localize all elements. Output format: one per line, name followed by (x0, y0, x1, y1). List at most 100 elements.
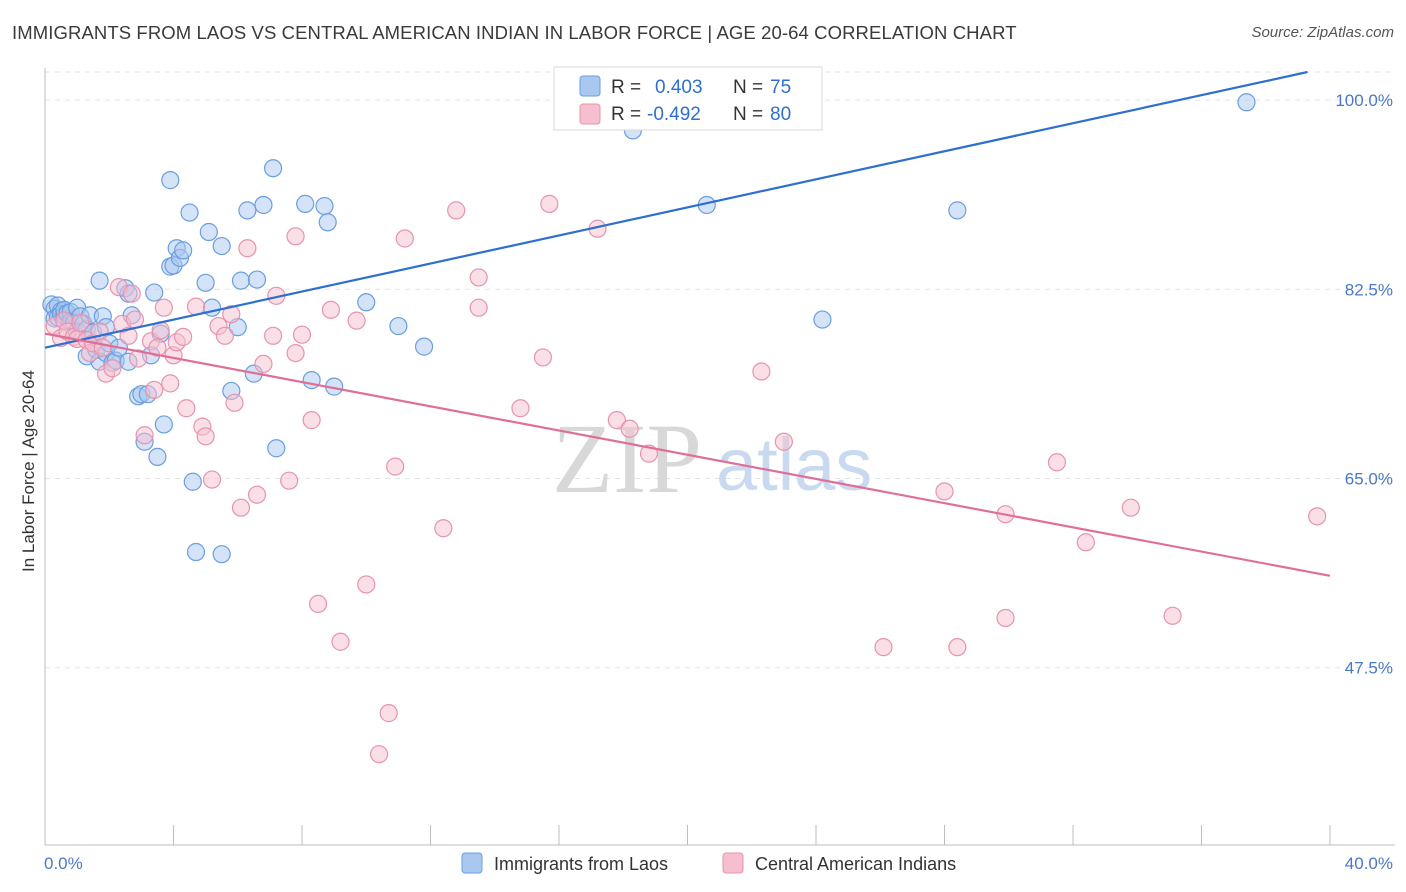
y-tick-label-1: 65.0% (1345, 470, 1393, 489)
point-s0-63 (247, 270, 267, 289)
point-s1-40 (238, 239, 257, 258)
data-points (42, 93, 1327, 764)
point-s1-81 (1308, 507, 1327, 526)
legend-r-value-cai: -0.492 (647, 104, 701, 125)
point-s1-37 (222, 305, 241, 324)
legend-n-label-laos: N = (733, 77, 763, 98)
x-tick-labels: 0.0% 40.0% (44, 854, 1393, 873)
point-s1-55 (370, 745, 389, 764)
point-s1-52 (331, 632, 350, 651)
point-s1-45 (280, 471, 299, 490)
chart-source: Source: ZipAtlas.com (1251, 24, 1394, 41)
point-s1-68 (620, 419, 639, 438)
point-s1-41 (247, 485, 267, 504)
point-s1-77 (1047, 453, 1067, 472)
legend-swatch-laos (579, 75, 601, 97)
point-s0-61 (238, 201, 257, 220)
point-s1-56 (379, 704, 398, 723)
trend-lines (44, 70, 1331, 577)
point-s0-49 (174, 241, 193, 260)
point-s0-57 (212, 545, 231, 564)
legend-n-value-cai: 80 (770, 104, 791, 125)
trend-line-1 (44, 332, 1331, 577)
point-s0-78 (948, 201, 967, 220)
watermark-zip: ZIP (552, 403, 702, 514)
point-s0-52 (186, 542, 206, 562)
point-s1-16 (119, 326, 138, 345)
y-axis-label: In Labor Force | Age 20-64 (19, 370, 38, 572)
point-s0-64 (254, 195, 273, 215)
point-s1-59 (434, 519, 453, 538)
y-tick-label-3: 100.0% (1335, 91, 1393, 110)
series-legend-label-laos: Immigrants from Laos (494, 854, 668, 874)
point-s1-58 (395, 229, 414, 248)
axes (44, 68, 1395, 846)
legend-n-label-cai: N = (733, 104, 763, 125)
point-s1-48 (292, 325, 312, 344)
point-s0-55 (202, 298, 222, 317)
legend-r-label-laos: R = (611, 77, 641, 98)
point-s1-69 (639, 444, 659, 463)
legend-swatch-cai (579, 103, 601, 125)
y-tick-label-2: 82.5% (1345, 280, 1393, 299)
series-legend: Immigrants from Laos Central American In… (461, 852, 956, 874)
point-s1-38 (225, 393, 244, 412)
x-tick-label-0: 0.0% (44, 854, 83, 873)
point-s1-73 (935, 482, 954, 501)
point-s0-77 (813, 310, 832, 329)
point-s0-43 (154, 415, 173, 434)
point-s0-74 (414, 337, 434, 356)
point-s1-6 (71, 313, 90, 332)
point-s0-73 (389, 316, 408, 336)
point-s1-42 (254, 354, 273, 374)
x-tick-label-1: 40.0% (1345, 854, 1393, 873)
point-s1-71 (774, 432, 793, 451)
legend-r-value-laos: 0.403 (655, 77, 703, 98)
point-s1-22 (145, 380, 164, 399)
series-legend-label-cai: Central American Indians (755, 854, 956, 874)
point-s1-63 (511, 399, 530, 418)
point-s0-65 (263, 159, 283, 178)
series-legend-swatch-laos (461, 852, 483, 874)
point-s0-79 (1237, 93, 1256, 112)
point-s0-66 (267, 439, 286, 458)
point-s0-54 (199, 222, 218, 242)
point-s1-79 (1121, 498, 1140, 517)
point-s1-30 (177, 399, 196, 418)
point-s0-69 (315, 196, 334, 216)
point-s1-19 (129, 349, 148, 368)
point-s1-61 (469, 268, 488, 287)
point-s0-67 (296, 194, 315, 213)
point-s1-23 (148, 338, 167, 357)
point-s1-13 (103, 359, 122, 378)
point-s1-46 (286, 343, 305, 363)
y-tick-labels: 47.5% 65.0% 82.5% 100.0% (1335, 91, 1393, 678)
point-s1-25 (154, 298, 173, 317)
point-s1-76 (996, 608, 1015, 628)
series-legend-swatch-cai (722, 852, 744, 874)
point-s1-51 (321, 300, 341, 319)
point-s1-17 (122, 284, 141, 303)
point-s0-72 (357, 293, 376, 312)
point-s0-70 (318, 213, 337, 232)
point-s1-49 (302, 411, 321, 430)
point-s1-70 (752, 362, 771, 381)
point-s1-74 (948, 638, 967, 657)
point-s1-60 (447, 201, 466, 220)
point-s1-43 (263, 326, 283, 345)
point-s1-39 (231, 498, 251, 517)
point-s0-51 (183, 472, 202, 491)
point-s1-36 (215, 326, 234, 345)
legend-n-value-laos: 75 (770, 77, 791, 98)
point-s1-64 (533, 348, 553, 367)
point-s1-29 (174, 327, 193, 346)
point-s1-54 (357, 575, 376, 594)
point-s1-20 (135, 426, 154, 445)
point-s1-11 (93, 338, 112, 357)
point-s0-60 (231, 271, 251, 290)
y-tick-label-0: 47.5% (1345, 659, 1393, 678)
legend-r-label-cai: R = (611, 104, 641, 125)
point-s1-78 (1076, 533, 1095, 552)
point-s0-40 (145, 283, 164, 302)
